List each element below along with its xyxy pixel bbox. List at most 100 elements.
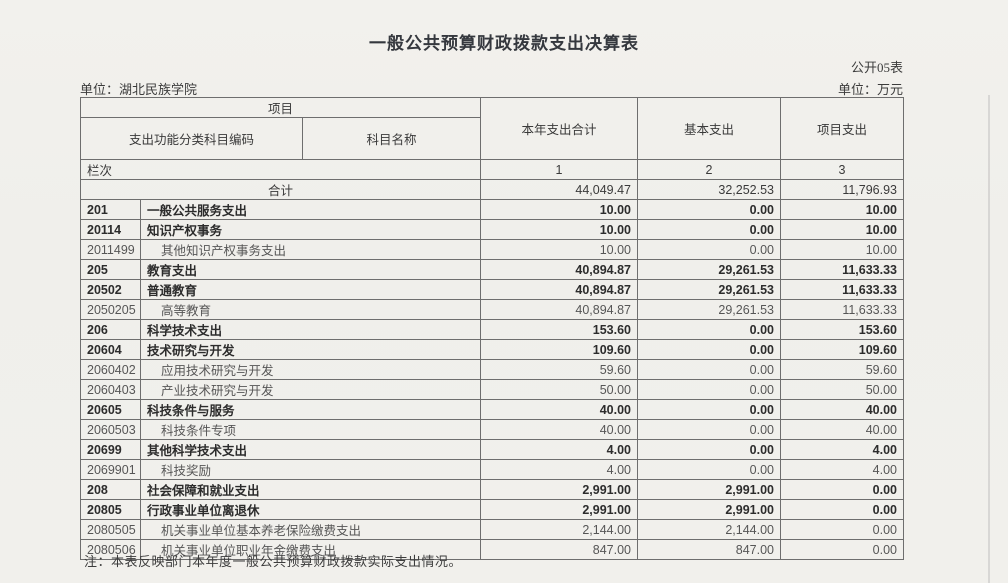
row-code: 2069901 <box>80 459 141 480</box>
table-row: 2069901 科技奖励 4.00 0.00 4.00 <box>80 459 904 480</box>
row-project: 10.00 <box>780 219 904 240</box>
total-row: 合计 44,049.47 32,252.53 11,796.93 <box>80 179 904 200</box>
row-basic: 0.00 <box>637 439 781 460</box>
row-name: 普通教育 <box>140 279 481 300</box>
row-code: 20699 <box>80 439 141 460</box>
row-total: 4.00 <box>480 459 638 480</box>
row-name: 一般公共服务支出 <box>140 199 481 220</box>
column-index-2: 2 <box>637 159 781 180</box>
row-basic: 0.00 <box>637 319 781 340</box>
row-total: 109.60 <box>480 339 638 360</box>
row-basic: 0.00 <box>637 219 781 240</box>
row-code: 20805 <box>80 499 141 520</box>
row-project: 40.00 <box>780 399 904 420</box>
row-basic: 0.00 <box>637 399 781 420</box>
column-index-3: 3 <box>780 159 904 180</box>
header-column-index: 栏次 <box>80 159 481 180</box>
row-name: 产业技术研究与开发 <box>140 379 481 400</box>
row-total: 847.00 <box>480 539 638 560</box>
row-total: 40.00 <box>480 399 638 420</box>
header-year-total: 本年支出合计 <box>480 97 638 160</box>
row-basic: 0.00 <box>637 239 781 260</box>
row-basic: 0.00 <box>637 459 781 480</box>
row-basic: 0.00 <box>637 359 781 380</box>
row-code: 201 <box>80 199 141 220</box>
row-total: 40,894.87 <box>480 299 638 320</box>
row-name: 高等教育 <box>140 299 481 320</box>
row-code: 20502 <box>80 279 141 300</box>
table-row: 20114 知识产权事务 10.00 0.00 10.00 <box>80 219 904 240</box>
table-row: 2060403 产业技术研究与开发 50.00 0.00 50.00 <box>80 379 904 400</box>
row-total: 10.00 <box>480 199 638 220</box>
row-basic: 2,144.00 <box>637 519 781 540</box>
row-basic: 0.00 <box>637 199 781 220</box>
page-title: 一般公共预算财政拨款支出决算表 <box>369 34 639 53</box>
row-project: 4.00 <box>780 439 904 460</box>
header-subject-name: 科目名称 <box>302 117 481 160</box>
table-row: 2080505 机关事业单位基本养老保险缴费支出 2,144.00 2,144.00 0… <box>80 519 904 540</box>
row-code: 2060503 <box>80 419 141 440</box>
header-project-expense: 项目支出 <box>780 97 904 160</box>
header-code-column: 支出功能分类科目编码 <box>80 117 303 160</box>
row-project: 109.60 <box>780 339 904 360</box>
row-project: 0.00 <box>780 499 904 520</box>
scan-artifact-line <box>988 95 990 583</box>
row-project: 40.00 <box>780 419 904 440</box>
row-code: 2080505 <box>80 519 141 540</box>
row-code: 2050205 <box>80 299 141 320</box>
row-name: 科技条件与服务 <box>140 399 481 420</box>
row-project: 0.00 <box>780 539 904 560</box>
total-label: 合计 <box>80 179 481 200</box>
row-code: 208 <box>80 479 141 500</box>
row-total: 50.00 <box>480 379 638 400</box>
row-name: 科技条件专项 <box>140 419 481 440</box>
table-row: 20699 其他科学技术支出 4.00 0.00 4.00 <box>80 439 904 460</box>
row-name: 技术研究与开发 <box>140 339 481 360</box>
row-name: 行政事业单位离退休 <box>140 499 481 520</box>
table-row: 208 社会保障和就业支出 2,991.00 2,991.00 0.00 <box>80 479 904 500</box>
row-code: 20604 <box>80 339 141 360</box>
row-basic: 847.00 <box>637 539 781 560</box>
row-name: 社会保障和就业支出 <box>140 479 481 500</box>
row-code: 2011499 <box>80 239 141 260</box>
measure-unit-label: 单位：万元 <box>837 82 903 97</box>
total-basic: 32,252.53 <box>637 179 781 200</box>
row-code: 2080506 <box>80 539 141 560</box>
header-project-group: 项目 <box>80 97 481 118</box>
row-total: 2,991.00 <box>480 479 638 500</box>
row-code: 205 <box>80 259 141 280</box>
table-body: 合计 44,049.47 32,252.53 11,796.93 201 一般公共… <box>80 179 904 560</box>
table-row: 20805 行政事业单位离退休 2,991.00 2,991.00 0.00 <box>80 499 904 520</box>
table-row: 20604 技术研究与开发 109.60 0.00 109.60 <box>80 339 904 360</box>
expenditure-table: 项目 本年支出合计 基本支出 项目支出 支出功能分类科目编码 科目名称 栏次 1… <box>80 97 904 560</box>
row-project: 59.60 <box>780 359 904 380</box>
row-basic: 29,261.53 <box>637 299 781 320</box>
row-name: 其他科学技术支出 <box>140 439 481 460</box>
table-code-label: 公开05表 <box>850 60 903 75</box>
footnote: 注：本表反映部门本年度一般公共预算财政拨款实际支出情况。 <box>84 554 463 569</box>
row-project: 10.00 <box>780 199 904 220</box>
table-row: 2011499 其他知识产权事务支出 10.00 0.00 10.00 <box>80 239 904 260</box>
row-name: 知识产权事务 <box>140 219 481 240</box>
row-basic: 2,991.00 <box>637 479 781 500</box>
row-basic: 0.00 <box>637 379 781 400</box>
table-row: 205 教育支出 40,894.87 29,261.53 11,633.33 <box>80 259 904 280</box>
row-name: 应用技术研究与开发 <box>140 359 481 380</box>
row-total: 40.00 <box>480 419 638 440</box>
row-basic: 29,261.53 <box>637 279 781 300</box>
row-name: 教育支出 <box>140 259 481 280</box>
row-total: 40,894.87 <box>480 259 638 280</box>
row-code: 20605 <box>80 399 141 420</box>
row-basic: 29,261.53 <box>637 259 781 280</box>
table-row: 201 一般公共服务支出 10.00 0.00 10.00 <box>80 199 904 220</box>
row-total: 4.00 <box>480 439 638 460</box>
row-name: 其他知识产权事务支出 <box>140 239 481 260</box>
row-basic: 0.00 <box>637 419 781 440</box>
row-total: 2,991.00 <box>480 499 638 520</box>
table-row: 2050205 高等教育 40,894.87 29,261.53 11,633.33 <box>80 299 904 320</box>
row-total: 153.60 <box>480 319 638 340</box>
row-project: 11,633.33 <box>780 259 904 280</box>
row-name: 科学技术支出 <box>140 319 481 340</box>
row-code: 2060402 <box>80 359 141 380</box>
